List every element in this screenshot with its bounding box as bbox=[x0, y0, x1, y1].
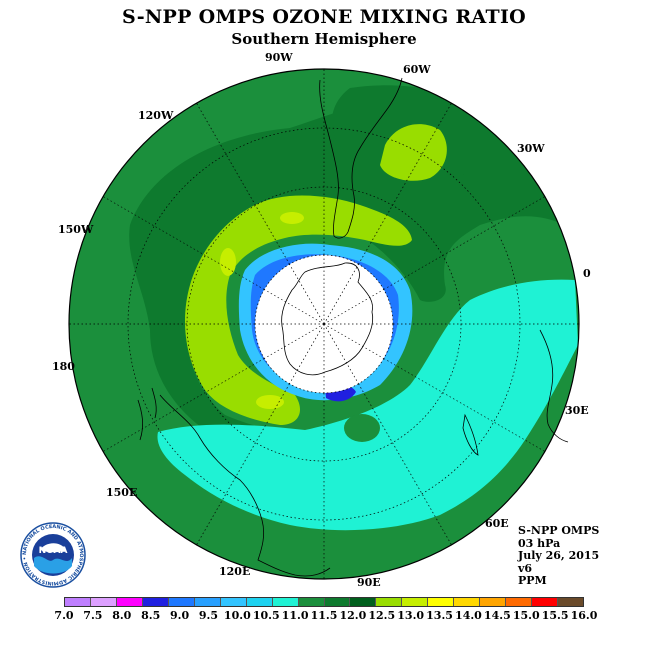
meridian-lines bbox=[69, 69, 579, 579]
colorbar-cell bbox=[350, 598, 377, 606]
colorbar-label: 10.5 bbox=[252, 609, 280, 622]
colorbar-cell bbox=[142, 598, 169, 606]
field-11-0-band bbox=[157, 279, 578, 531]
product-info: S-NPP OMPS 03 hPa July 26, 2015 v6 PPM bbox=[518, 524, 600, 588]
south-america-outline bbox=[319, 77, 403, 239]
colorbar-label: 14.5 bbox=[483, 609, 511, 622]
colorbar-cell bbox=[480, 598, 507, 606]
colorbar-label: 11.0 bbox=[281, 609, 309, 622]
colorbar-label: 11.5 bbox=[310, 609, 338, 622]
info-product: S-NPP OMPS bbox=[518, 524, 600, 537]
lon-label-60e: 60E bbox=[485, 517, 509, 530]
colorbar-label: 8.0 bbox=[112, 609, 132, 622]
colorbar-cell bbox=[402, 598, 429, 606]
field-13-0-spot-c bbox=[256, 395, 284, 409]
lon-label-120w: 120W bbox=[138, 109, 174, 122]
colorbar-cell bbox=[90, 598, 117, 606]
colorbar-label: 9.0 bbox=[169, 609, 190, 622]
field-13-0-spot-a bbox=[280, 212, 304, 224]
meridian-line bbox=[358, 102, 452, 265]
colorbar-label: 15.5 bbox=[541, 609, 569, 622]
field-12-5-ring bbox=[185, 195, 412, 425]
map-subtitle: Southern Hemisphere bbox=[231, 30, 417, 48]
colorbar-cell bbox=[65, 598, 91, 606]
svg-text:NOAA: NOAA bbox=[39, 546, 68, 556]
colorbar-label: 9.5 bbox=[198, 609, 219, 622]
lon-label-150e: 150E bbox=[106, 486, 138, 499]
colorbar-cell bbox=[246, 598, 273, 606]
madagascar-outline bbox=[462, 413, 479, 456]
meridian-line bbox=[102, 358, 265, 452]
info-date: July 26, 2015 bbox=[518, 549, 600, 563]
lon-label-150w: 150W bbox=[58, 223, 94, 236]
colorbar-label: 8.5 bbox=[141, 609, 161, 622]
lon-label-30w: 30W bbox=[517, 142, 545, 155]
lon-label-0: 0 bbox=[583, 267, 591, 280]
colorbar-cell bbox=[532, 598, 559, 606]
colorbar-labels: 7.0 7.5 8.0 8.5 9.0 9.5 10.0 10.5 11.0 11.5 12.0 12… bbox=[54, 609, 597, 623]
meridian-line bbox=[196, 383, 290, 546]
colorbar-label: 13.5 bbox=[426, 609, 453, 622]
meridian-line bbox=[383, 358, 546, 452]
meridian-line bbox=[383, 196, 546, 290]
colorbar-label: 12.5 bbox=[368, 609, 396, 622]
noaa-logo: NATIONAL OCEANIC AND ATMOSPHERIC ADMINIS… bbox=[20, 522, 86, 588]
lon-label-60w: 60W bbox=[403, 63, 431, 76]
lon-label-90w: 90W bbox=[265, 51, 293, 64]
colorbar-cell bbox=[558, 598, 584, 606]
colorbar-cell bbox=[428, 598, 455, 606]
australia-outline bbox=[159, 394, 331, 577]
field-dark-band-upper bbox=[129, 95, 575, 452]
colorbar-label: 15.0 bbox=[512, 609, 540, 622]
colorbar-label: 16.0 bbox=[570, 609, 598, 622]
colorbar-cell bbox=[324, 598, 351, 606]
colorbar-label: 7.0 bbox=[54, 609, 74, 622]
lon-label-120e: 120E bbox=[219, 565, 251, 578]
colorbar-cell bbox=[168, 598, 195, 606]
map-title: S-NPP OMPS OZONE MIXING RATIO bbox=[121, 6, 527, 28]
colorbar-label: 14.0 bbox=[455, 609, 482, 622]
lon-label-180: 180 bbox=[52, 360, 75, 373]
colorbar-cell bbox=[454, 598, 481, 606]
colorbar-label: 7.5 bbox=[83, 609, 103, 622]
colorbar-cell bbox=[272, 598, 299, 606]
info-units: PPM bbox=[518, 574, 547, 588]
colorbar bbox=[64, 597, 584, 607]
info-version: v6 bbox=[518, 561, 533, 575]
meridian-line bbox=[196, 102, 290, 265]
field-hole bbox=[344, 414, 380, 442]
field-island bbox=[398, 146, 442, 174]
meridian-line bbox=[358, 383, 452, 546]
lon-label-90e: 90E bbox=[357, 576, 381, 589]
field-13-0-spot-b bbox=[220, 248, 236, 276]
colorbar-label: 10.0 bbox=[223, 609, 251, 622]
africa-outline bbox=[539, 329, 569, 443]
colorbar-cell bbox=[298, 598, 325, 606]
new-zealand-outline bbox=[137, 387, 157, 441]
meridian-line bbox=[102, 196, 265, 290]
colorbar-cell bbox=[116, 598, 143, 606]
colorbar-label: 12.0 bbox=[339, 609, 367, 622]
colorbar-cell bbox=[376, 598, 403, 606]
map-border bbox=[68, 68, 580, 580]
lon-label-30e: 30E bbox=[565, 404, 589, 417]
colorbar-label: 13.0 bbox=[397, 609, 425, 622]
colorbar-cell bbox=[506, 598, 533, 606]
info-level: 03 hPa bbox=[518, 536, 561, 550]
colorbar-cell bbox=[220, 598, 247, 606]
colorbar-cell bbox=[194, 598, 221, 606]
